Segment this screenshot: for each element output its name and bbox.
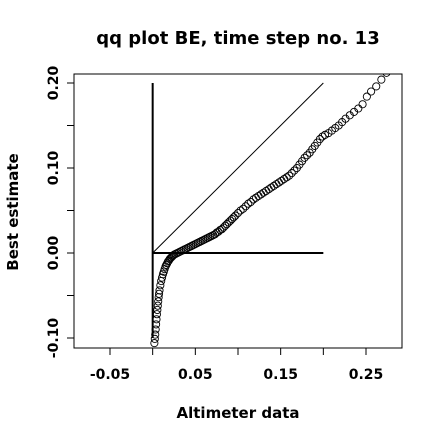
data-points [150, 74, 391, 348]
data-point [152, 320, 161, 329]
data-point [150, 334, 159, 343]
y-tick-label: 0.00 [46, 235, 62, 270]
data-point [274, 178, 284, 187]
y-tick-label: 0.10 [46, 150, 62, 185]
data-point [377, 75, 386, 84]
data-point [269, 181, 278, 190]
data-point [241, 202, 250, 211]
data-point [256, 190, 266, 199]
data-point [154, 297, 163, 306]
data-point [246, 197, 255, 207]
data-point [285, 171, 294, 180]
data-point [254, 191, 263, 201]
data-point [158, 273, 167, 282]
data-point [236, 206, 245, 215]
data-point [231, 211, 240, 220]
data-point [153, 301, 162, 310]
x-tick-label: 0.15 [263, 367, 298, 383]
y-tick-label: 0.20 [46, 65, 62, 100]
data-point [233, 208, 243, 218]
x-axis-title: Altimeter data [177, 404, 300, 422]
data-point [244, 199, 253, 208]
data-point [153, 305, 162, 315]
data-point [354, 104, 363, 113]
data-point [382, 74, 391, 77]
data-point [358, 100, 367, 109]
data-point [362, 92, 371, 101]
y-axis-title: Best estimate [4, 153, 22, 270]
data-point [287, 169, 296, 178]
data-point [151, 330, 160, 339]
data-point [264, 185, 273, 194]
y-axis: -0.10 0.00 0.10 0.20 [46, 65, 74, 358]
data-point [315, 135, 324, 144]
data-point [251, 193, 260, 202]
data-point [155, 289, 164, 298]
x-axis: -0.05 0.05 0.15 0.25 [90, 348, 383, 383]
data-point [156, 281, 165, 290]
x-tick-label: 0.25 [349, 367, 384, 383]
data-point [229, 213, 238, 222]
chart-title: qq plot BE, time step no. 13 [96, 28, 379, 49]
data-point [367, 87, 376, 96]
x-tick-label: 0.05 [178, 367, 213, 383]
reference-lines [151, 82, 324, 338]
data-point [282, 173, 291, 182]
data-point [277, 176, 286, 185]
data-point [150, 339, 159, 348]
data-point [290, 166, 299, 175]
data-point [155, 286, 164, 295]
data-point [152, 310, 161, 319]
data-point [262, 186, 271, 195]
data-point [151, 325, 160, 334]
data-point [259, 188, 268, 197]
diagonal-reference-line [152, 82, 324, 254]
y-tick-label: -0.10 [46, 318, 62, 359]
data-point [280, 174, 289, 184]
data-point [169, 251, 178, 260]
data-point [272, 180, 281, 189]
x-tick-label: -0.05 [90, 367, 130, 383]
data-point [152, 315, 161, 324]
data-point [267, 183, 276, 192]
data-point [239, 204, 248, 213]
data-point [372, 82, 381, 91]
data-point [303, 151, 312, 160]
data-point [318, 132, 327, 141]
data-point [300, 153, 309, 162]
